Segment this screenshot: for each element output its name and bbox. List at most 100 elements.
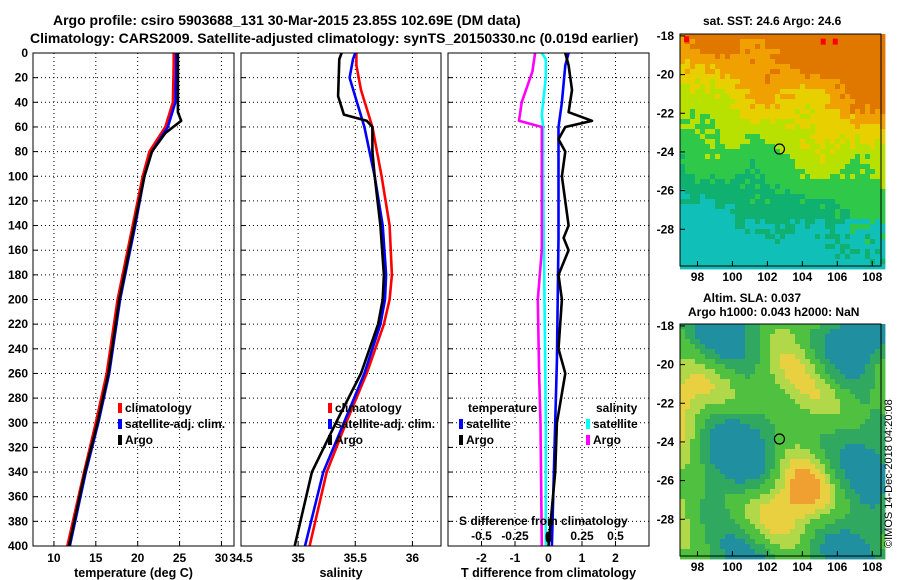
heat-cell xyxy=(795,514,801,520)
heat-cell xyxy=(855,404,861,410)
heat-cell xyxy=(765,104,771,110)
heat-cell xyxy=(825,169,831,175)
heat-cell xyxy=(880,259,886,265)
heat-cell xyxy=(690,519,696,525)
heat-cell xyxy=(740,69,746,75)
heat-cell xyxy=(810,219,816,225)
heat-cell xyxy=(755,259,761,265)
heat-cell xyxy=(755,179,761,185)
heat-cell xyxy=(780,234,786,240)
heat-cell xyxy=(785,264,791,270)
heat-cell xyxy=(810,254,816,260)
heat-cell xyxy=(715,364,721,370)
heat-cell xyxy=(700,134,706,140)
heat-cell xyxy=(705,84,711,90)
heat-cell xyxy=(680,444,686,450)
heat-cell xyxy=(805,544,811,550)
heat-cell xyxy=(720,479,726,485)
heat-cell xyxy=(840,99,846,105)
lon-tick-label: 106 xyxy=(827,560,847,574)
heat-cell xyxy=(810,374,816,380)
heat-cell xyxy=(750,544,756,550)
heat-cell xyxy=(695,84,701,90)
heat-cell xyxy=(800,129,806,135)
heat-cell xyxy=(685,389,691,395)
heat-cell xyxy=(815,199,821,205)
legend-swatch-satellite xyxy=(118,419,122,429)
heat-cell xyxy=(855,184,861,190)
heat-cell xyxy=(790,524,796,530)
heat-cell xyxy=(780,194,786,200)
heat-cell xyxy=(855,329,861,335)
heat-cell xyxy=(750,529,756,535)
heat-cell xyxy=(695,199,701,205)
heat-cell xyxy=(870,399,876,405)
heat-cell xyxy=(730,144,736,150)
heat-cell xyxy=(850,334,856,340)
heat-cell xyxy=(710,109,716,115)
heat-cell xyxy=(730,409,736,415)
heat-cell xyxy=(775,499,781,505)
heat-cell xyxy=(740,159,746,165)
heat-cell xyxy=(770,469,776,475)
heat-cell xyxy=(785,89,791,95)
heat-cell xyxy=(780,324,786,330)
heat-cell xyxy=(710,484,716,490)
heat-cell xyxy=(765,39,771,45)
heat-cell xyxy=(760,154,766,160)
heat-cell xyxy=(870,69,876,75)
heat-cell xyxy=(775,479,781,485)
heat-cell xyxy=(790,134,796,140)
heat-cell xyxy=(870,44,876,50)
heat-cell xyxy=(710,474,716,480)
heat-cell xyxy=(810,479,816,485)
heat-cell xyxy=(745,109,751,115)
heat-cell xyxy=(700,69,706,75)
heat-cell xyxy=(740,474,746,480)
heat-cell xyxy=(870,129,876,135)
heat-cell xyxy=(875,549,881,555)
heat-cell xyxy=(770,434,776,440)
heat-cell xyxy=(705,194,711,200)
heat-cell xyxy=(770,409,776,415)
heat-cell xyxy=(720,454,726,460)
heat-cell xyxy=(805,514,811,520)
heat-cell xyxy=(810,189,816,195)
heat-cell xyxy=(870,214,876,220)
heat-cell xyxy=(800,424,806,430)
heat-cell xyxy=(845,449,851,455)
heat-cell xyxy=(800,99,806,105)
heat-cell xyxy=(780,94,786,100)
heat-cell xyxy=(735,389,741,395)
heat-cell xyxy=(685,374,691,380)
heat-cell xyxy=(865,34,871,40)
heat-cell xyxy=(710,179,716,185)
heat-cell xyxy=(790,474,796,480)
heat-cell xyxy=(705,69,711,75)
heat-cell xyxy=(755,504,761,510)
heat-cell xyxy=(730,164,736,170)
heat-cell xyxy=(875,374,881,380)
heat-cell xyxy=(835,219,841,225)
heat-cell xyxy=(735,234,741,240)
depth-tick-label: 100 xyxy=(8,169,28,183)
heat-cell xyxy=(750,99,756,105)
heat-cell xyxy=(750,324,756,330)
heat-cell xyxy=(705,374,711,380)
heat-cell xyxy=(755,59,761,65)
heat-cell xyxy=(710,214,716,220)
heat-cell xyxy=(785,34,791,40)
heat-cell xyxy=(800,249,806,255)
heat-cell xyxy=(775,504,781,510)
sla-map: 98 100 102 104 106 108-18-20-22-24-26-28 xyxy=(657,319,886,574)
heat-cell xyxy=(880,509,886,515)
heat-cell xyxy=(855,554,861,560)
heat-cell xyxy=(730,389,736,395)
heat-cell xyxy=(740,119,746,125)
heat-cell xyxy=(860,364,866,370)
heat-cell xyxy=(865,119,871,125)
heat-cell xyxy=(735,489,741,495)
heat-cell xyxy=(835,544,841,550)
heat-cell xyxy=(875,444,881,450)
heat-cell xyxy=(715,494,721,500)
